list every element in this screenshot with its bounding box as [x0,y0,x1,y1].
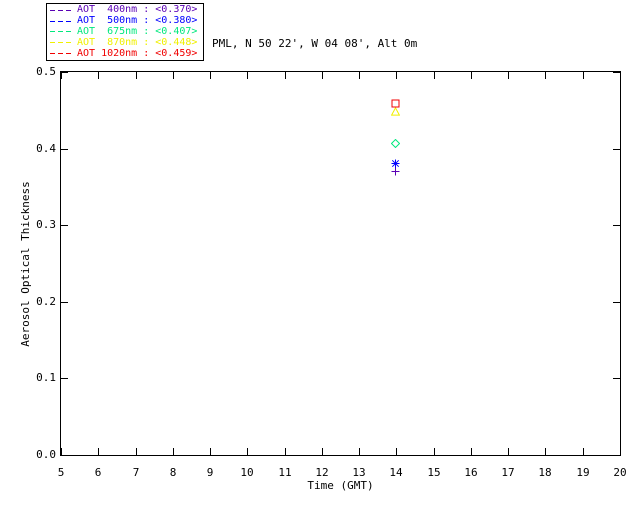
x-tick-bottom [359,448,360,455]
y-tick-left [61,302,68,303]
legend-entry-label: AOT 500nm : <0.380> [77,15,198,27]
x-tick-top [285,72,286,79]
y-tick-label: 0.3 [36,218,56,231]
y-tick-label: 0.1 [36,371,56,384]
x-tick-bottom [98,448,99,455]
x-tick-top [322,72,323,79]
x-tick-top [434,72,435,79]
x-tick-label: 16 [464,466,478,479]
x-tick-bottom [285,448,286,455]
y-tick-left [61,378,68,379]
plot-area [60,71,621,456]
x-tick-bottom [583,448,584,455]
legend-entry-label: AOT 675nm : <0.407> [77,25,198,37]
legend-line-sample [50,31,72,33]
legend-line-sample [50,20,72,22]
y-tick-right [613,302,620,303]
marker-plus [391,167,400,176]
x-tick-bottom [61,448,62,455]
y-tick-label: 0.4 [36,142,56,155]
y-tick-left [61,455,68,456]
x-tick-label: 14 [389,466,403,479]
x-tick-label: 8 [169,466,177,479]
x-tick-top [61,72,62,79]
x-tick-top [508,72,509,79]
legend-entry: AOT 675nm : <0.407> [47,25,203,37]
legend-line-sample [50,53,72,55]
y-tick-left [61,225,68,226]
legend-entry-label: AOT 870nm : <0.448> [77,36,198,48]
x-tick-top [396,72,397,79]
legend: AOT 400nm : <0.370> AOT 500nm : <0.380> AO… [46,3,204,61]
x-tick-top [471,72,472,79]
x-tick-bottom [508,448,509,455]
legend-entry: AOT 500nm : <0.380> [47,16,203,26]
x-tick-label: 12 [315,466,329,479]
station-location: PML, N 50 22', W 04 08', Alt 0m [212,37,418,50]
x-tick-label: 11 [278,466,292,479]
x-tick-label: 10 [240,466,254,479]
x-axis-title: Time (GMT) [307,479,374,492]
x-tick-top [98,72,99,79]
x-tick-label: 7 [132,466,140,479]
y-tick-right [613,378,620,379]
x-tick-top [173,72,174,79]
marker-square [391,99,400,108]
x-tick-bottom [434,448,435,455]
y-tick-label: 0.0 [36,448,56,461]
y-tick-label: 0.2 [36,295,56,308]
x-tick-label: 18 [538,466,552,479]
y-tick-left [61,149,68,150]
y-axis-title: Aerosol Optical Thickness [19,181,32,347]
x-tick-bottom [322,448,323,455]
legend-entry-label: AOT 1020nm : <0.459> [77,47,198,59]
x-tick-label: 15 [427,466,441,479]
x-tick-top [545,72,546,79]
x-tick-bottom [620,448,621,455]
legend-entry: AOT 870nm : <0.448> [47,36,203,48]
x-tick-top [136,72,137,79]
legend-line-sample [50,9,72,11]
x-tick-label: 13 [352,466,366,479]
legend-line-sample [50,42,72,44]
x-tick-top [247,72,248,79]
x-tick-bottom [173,448,174,455]
x-tick-label: 20 [613,466,627,479]
x-tick-label: 5 [57,466,65,479]
legend-entry: AOT 400nm : <0.370> [47,5,203,15]
x-tick-top [210,72,211,79]
x-tick-label: 6 [94,466,102,479]
x-tick-bottom [136,448,137,455]
y-tick-right [613,225,620,226]
y-tick-right [613,455,620,456]
marker-diamond [391,138,401,148]
x-tick-bottom [471,448,472,455]
x-tick-top [620,72,621,79]
y-tick-left [61,72,68,73]
y-tick-label: 0.5 [36,65,56,78]
x-tick-bottom [396,448,397,455]
x-tick-bottom [545,448,546,455]
marker-asterisk [391,159,400,168]
legend-entry: AOT 1020nm : <0.459> [47,47,203,59]
y-tick-right [613,149,620,150]
x-tick-top [359,72,360,79]
x-tick-bottom [247,448,248,455]
legend-entry-label: AOT 400nm : <0.370> [77,4,198,16]
x-tick-bottom [210,448,211,455]
x-tick-label: 17 [501,466,515,479]
x-tick-label: 9 [206,466,214,479]
y-tick-right [613,72,620,73]
x-tick-top [583,72,584,79]
x-tick-label: 19 [576,466,590,479]
marker-triangle [391,107,401,116]
